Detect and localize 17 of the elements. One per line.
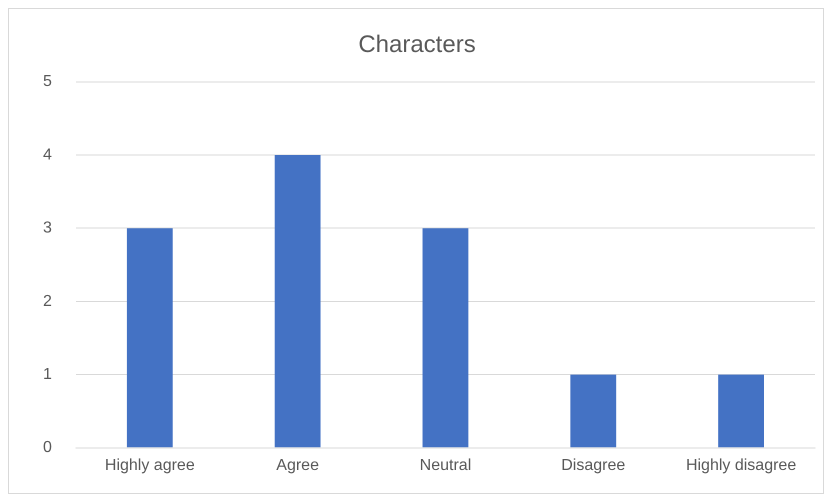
chart-title: Characters: [358, 31, 476, 58]
y-tick-label: 0: [42, 439, 52, 456]
y-tick-label: 3: [42, 220, 52, 237]
x-tick-label: Agree: [276, 456, 320, 474]
x-tick-label: Disagree: [561, 456, 626, 474]
y-tick-label: 1: [42, 366, 52, 384]
y-tick-label: 5: [42, 73, 52, 90]
bar: [422, 228, 468, 448]
x-tick-label: Highly disagree: [686, 456, 796, 474]
x-tick-label: Neutral: [420, 456, 472, 474]
bar: [718, 374, 764, 448]
bar: [274, 155, 321, 448]
y-tick-label: 4: [42, 146, 52, 164]
bar: [126, 228, 173, 448]
y-tick-label: 2: [42, 292, 52, 310]
bar: [570, 374, 616, 448]
x-tick-label: Highly agree: [104, 456, 195, 474]
